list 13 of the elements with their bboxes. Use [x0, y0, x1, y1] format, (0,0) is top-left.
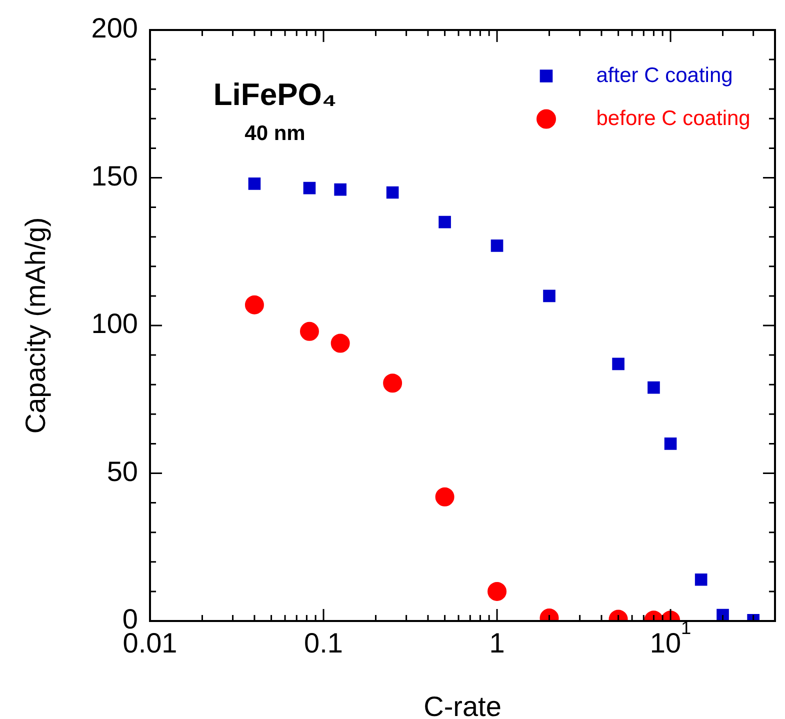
x-tick-label: 1 [489, 628, 505, 659]
y-tick-label: 150 [91, 160, 138, 192]
legend-label: before C coating [596, 106, 750, 130]
y-tick-label: 200 [91, 12, 138, 44]
x-axis-title: C-rate [424, 691, 502, 719]
y-tick-label: 100 [91, 308, 138, 340]
x-tick-label: 0.01 [122, 628, 178, 659]
x-tick-label: 0.1 [304, 628, 343, 659]
y-tick-label: 50 [106, 456, 138, 487]
y-axis-title: Capacity (mAh/g) [20, 217, 51, 434]
annotation: 40 nm [244, 122, 306, 145]
text: LiFePO₄ [213, 77, 337, 112]
legend-label: after C coating [596, 64, 733, 87]
